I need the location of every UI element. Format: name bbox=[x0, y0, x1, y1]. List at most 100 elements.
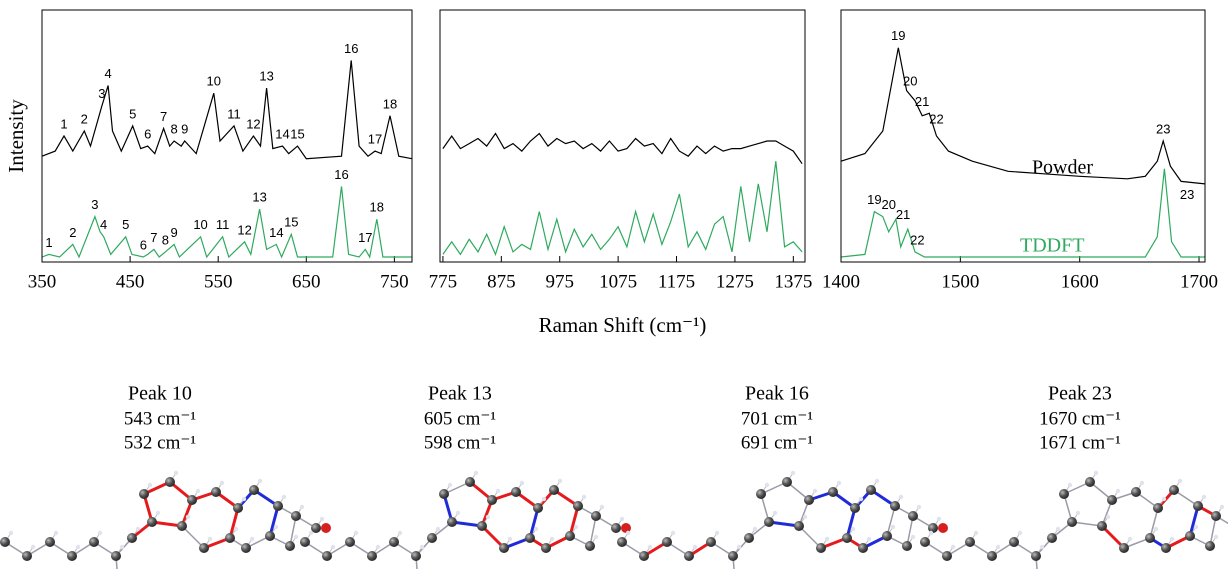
atom bbox=[411, 551, 421, 561]
atom bbox=[177, 521, 187, 531]
atom bbox=[920, 537, 930, 547]
atom bbox=[1119, 543, 1129, 553]
atom bbox=[1185, 531, 1195, 541]
x-tick-label: 750 bbox=[380, 271, 409, 292]
caption-line: 543 cm⁻¹ bbox=[124, 408, 196, 429]
hydrogen bbox=[242, 497, 246, 501]
peak-label: 4 bbox=[104, 66, 111, 81]
peak-label: 3 bbox=[98, 86, 105, 101]
hydrogen bbox=[309, 531, 313, 535]
atom bbox=[147, 517, 157, 527]
atom bbox=[1067, 517, 1077, 527]
hydrogen bbox=[1106, 515, 1110, 519]
peak-label: 2 bbox=[81, 111, 88, 126]
atom bbox=[662, 537, 672, 547]
atom bbox=[291, 511, 301, 521]
hydrogen bbox=[354, 531, 358, 535]
atom bbox=[67, 551, 77, 561]
peak-label: 22 bbox=[910, 232, 924, 247]
hydrogen bbox=[98, 531, 102, 535]
atom bbox=[165, 477, 175, 487]
x-tick-label: 1275 bbox=[716, 271, 754, 292]
atom bbox=[591, 511, 601, 521]
atom bbox=[389, 537, 399, 547]
molecule bbox=[300, 471, 631, 569]
atom bbox=[241, 543, 251, 553]
atom bbox=[89, 537, 99, 547]
hydrogen bbox=[76, 545, 80, 549]
hydrogen bbox=[917, 505, 921, 509]
caption-title: Peak 23 bbox=[1048, 383, 1112, 405]
oxygen bbox=[321, 523, 331, 533]
peak-label: 2 bbox=[69, 225, 76, 240]
hydrogen bbox=[1214, 535, 1218, 539]
hydrogen bbox=[803, 515, 807, 519]
peak-label: 21 bbox=[915, 94, 929, 109]
atom bbox=[233, 503, 243, 513]
atom bbox=[249, 485, 259, 495]
atom bbox=[804, 495, 814, 505]
caption-line: 598 cm⁻¹ bbox=[424, 432, 496, 453]
x-axis-label: Raman Shift (cm⁻¹) bbox=[539, 313, 707, 337]
atom bbox=[728, 551, 738, 561]
atom bbox=[1047, 533, 1057, 543]
hydrogen bbox=[542, 497, 546, 501]
peak-label: 20 bbox=[903, 74, 917, 89]
hydrogen bbox=[1162, 497, 1166, 501]
x-tick-label: 450 bbox=[116, 271, 145, 292]
hydrogen bbox=[937, 517, 941, 521]
x-tick-label: 1700 bbox=[1180, 271, 1218, 292]
peak-label: 18 bbox=[370, 200, 384, 215]
hydrogen bbox=[582, 495, 586, 499]
hydrogen bbox=[859, 497, 863, 501]
hydrogen bbox=[753, 527, 757, 531]
atom bbox=[617, 537, 627, 547]
hydrogen bbox=[813, 489, 817, 493]
hydrogen bbox=[550, 537, 554, 541]
atom bbox=[1169, 485, 1179, 495]
hydrogen bbox=[891, 525, 895, 529]
hydrogen bbox=[258, 479, 262, 483]
hydrogen bbox=[1068, 483, 1072, 487]
peak-label: 5 bbox=[122, 217, 129, 232]
peak-label: 1 bbox=[45, 235, 52, 250]
atom bbox=[345, 537, 355, 547]
peak-label: 9 bbox=[181, 121, 188, 136]
hydrogen bbox=[996, 545, 1000, 549]
atom bbox=[866, 485, 876, 495]
hydrogen bbox=[791, 471, 795, 475]
atom bbox=[1107, 495, 1117, 505]
peak-label: 11 bbox=[216, 217, 230, 232]
atom bbox=[549, 485, 559, 495]
spectrum-line bbox=[841, 48, 1205, 184]
atom bbox=[367, 551, 377, 561]
atom bbox=[1031, 551, 1041, 561]
atom bbox=[541, 543, 551, 553]
hydrogen bbox=[376, 545, 380, 549]
caption-line: 532 cm⁻¹ bbox=[124, 432, 196, 453]
hydrogen bbox=[929, 531, 933, 535]
hydrogen bbox=[911, 535, 915, 539]
x-tick-label: 1375 bbox=[774, 271, 812, 292]
hydrogen bbox=[1056, 527, 1060, 531]
hydrogen bbox=[496, 489, 500, 493]
peak-label: 3 bbox=[91, 197, 98, 212]
atom bbox=[890, 501, 900, 511]
atom bbox=[782, 477, 792, 487]
hydrogen bbox=[54, 531, 58, 535]
atom bbox=[1097, 521, 1107, 531]
atom bbox=[902, 541, 912, 551]
hydrogen bbox=[120, 545, 124, 549]
y-axis-label: Intensity bbox=[4, 99, 28, 173]
atom bbox=[127, 533, 137, 543]
peak-label: 23 bbox=[1180, 187, 1194, 202]
hydrogen bbox=[456, 511, 460, 515]
hydrogen bbox=[174, 471, 178, 475]
atom bbox=[22, 551, 32, 561]
peak-label: 12 bbox=[237, 222, 251, 237]
atom bbox=[427, 533, 437, 543]
hydrogen bbox=[156, 511, 160, 515]
hydrogen bbox=[600, 505, 604, 509]
peak-label: 10 bbox=[207, 74, 221, 89]
atom bbox=[1085, 477, 1095, 487]
